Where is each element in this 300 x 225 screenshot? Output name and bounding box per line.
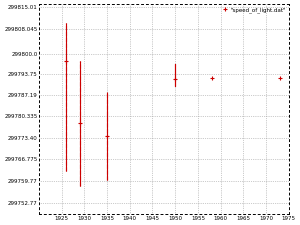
Legend: "speed_of_light.dat": "speed_of_light.dat" (219, 5, 288, 14)
